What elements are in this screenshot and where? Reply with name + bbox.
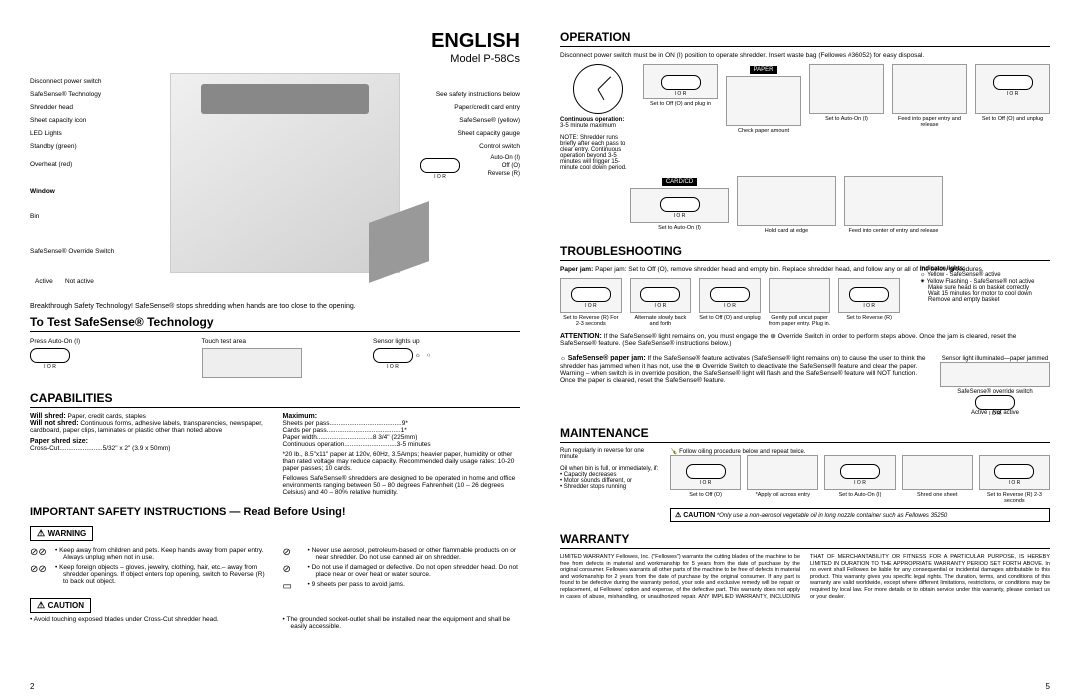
- op-s5: Set to Off (O) and unplug: [982, 116, 1043, 122]
- label-head: Shredder head: [30, 104, 73, 111]
- label-control: Control switch: [479, 143, 520, 150]
- page-number: 2: [30, 682, 34, 691]
- m-s5: Set to Reverse (R) 2-3 seconds: [987, 492, 1042, 504]
- cap-note: *20 lb., 8.5"x11" paper at 120v, 60Hz, 3…: [283, 451, 521, 472]
- label-autoon: Auto-On (I): [490, 155, 520, 161]
- hazard-icon: ⊘: [283, 564, 303, 578]
- test-title: To Test SafeSense® Technology: [30, 315, 520, 332]
- label-notactive: Not active: [65, 278, 94, 285]
- op-s4: Feed into paper entry and release: [898, 116, 961, 128]
- cont-time: 3-5 minute maximum: [560, 123, 616, 129]
- label-capicon: Sheet capacity icon: [30, 117, 86, 124]
- label-paper-entry: Paper/credit card entry: [454, 104, 520, 111]
- op-note: NOTE: Shredder runs briefly after each p…: [560, 135, 627, 171]
- capabilities-title: CAPABILITIES: [30, 391, 520, 408]
- caution-1: Avoid touching exposed blades under Cros…: [38, 616, 268, 623]
- label-cap-gauge: Sheet capacity gauge: [457, 130, 520, 137]
- caution-2: The grounded socket-outlet shall be inst…: [291, 616, 521, 630]
- warn-2: Keep foreign objects – gloves, jewelry, …: [63, 564, 268, 585]
- clock-icon: [573, 64, 623, 114]
- op-intro: Disconnect power switch must be in ON (I…: [560, 52, 1050, 59]
- label-standby: Standby (green): [30, 143, 77, 150]
- breakthrough-text: Breakthrough Safety Technology! SafeSens…: [30, 303, 520, 310]
- switch-icon: [420, 158, 460, 173]
- maint-l5: Shredder stops running: [568, 484, 660, 490]
- paper-tag: PAPER: [750, 66, 778, 74]
- hazard-icon: ⊘: [283, 547, 303, 561]
- label-reverse: Reverse (R): [488, 171, 520, 177]
- label-disconnect: Disconnect power switch: [30, 78, 102, 85]
- size-label: Paper shred size:: [30, 438, 88, 445]
- will-not-label: Will not shred:: [30, 420, 79, 427]
- m-s1: Set to Off (O): [689, 492, 722, 498]
- ssjam-label: SafeSense® paper jam:: [568, 355, 646, 362]
- warranty-text: LIMITED WARRANTY Fellowes, Inc. ("Fellow…: [560, 554, 1050, 600]
- att-text: If the SafeSense® light remains on, you …: [560, 333, 1016, 347]
- cap-env: Fellowes SafeSense® shredders are design…: [283, 475, 521, 496]
- will-shred: Paper, credit cards, staples: [68, 413, 146, 420]
- label-override: SafeSense® Override Switch: [30, 248, 114, 255]
- cross-cut: Cross-Cut: [30, 445, 59, 452]
- caution-label: CAUTION: [30, 598, 91, 613]
- warn-5: 9 sheets per pass to avoid jams.: [316, 581, 405, 592]
- maint-caution-text: *Only use a non-aerosol vegetable oil in…: [717, 513, 947, 519]
- ts-s3: Set to Off (O) and unplug: [699, 315, 760, 321]
- ts-s2: Alternate slowly back and forth: [635, 315, 687, 327]
- cross-val: 5/32" x 2" (3.9 x 50mm): [103, 445, 171, 452]
- warning-label: WARNING: [30, 526, 93, 541]
- language-heading: ENGLISH: [30, 30, 520, 53]
- ind5: Remove and empty basket: [928, 297, 1050, 303]
- warn-4: Do not use if damaged or defective. Do n…: [316, 564, 521, 578]
- att-label: ATTENTION:: [560, 333, 602, 340]
- test-step3: Sensor lights up: [373, 338, 420, 345]
- ts-s1: Set to Reverse (R) For 2-3 seconds: [563, 315, 618, 327]
- op-s3: Set to Auto-On (I): [825, 116, 868, 122]
- label-safety-inst: See safety instructions below: [436, 91, 520, 98]
- hazard-icon: ⊘⊘: [30, 564, 50, 585]
- op-s2: Check paper amount: [738, 128, 789, 134]
- label-led: LED Lights: [30, 130, 62, 137]
- label-window: Window: [30, 188, 55, 195]
- label-bin: Bin: [30, 213, 39, 220]
- op-s1: Set to Off (O) and plug in: [650, 101, 711, 107]
- warn-3: Never use aerosol, petroleum-based or ot…: [316, 547, 521, 561]
- m-s3: Set to Auto-On (I): [839, 492, 882, 498]
- maintenance-title: MAINTENANCE: [560, 426, 1050, 443]
- test-step2: Touch test area: [202, 338, 246, 345]
- label-safesense: SafeSense® Technology: [30, 91, 101, 98]
- product-diagram: Disconnect power switch SafeSense® Techn…: [30, 73, 520, 293]
- max-label: Maximum:: [283, 413, 318, 420]
- test-step1: Press Auto-On (I): [30, 338, 80, 345]
- warn-1: Keep away from children and pets. Keep h…: [63, 547, 268, 561]
- m-s4: Shred one sheet: [917, 492, 957, 498]
- troubleshooting-title: TROUBLESHOOTING: [560, 244, 1050, 261]
- card-tag: CARD/CD: [662, 178, 697, 186]
- warranty-title: WARRANTY: [560, 532, 1050, 549]
- m-s2: *Apply oil across entry: [756, 492, 810, 498]
- ts-s5: Set to Reverse (R): [846, 315, 892, 321]
- label-active: Active: [35, 278, 53, 285]
- maint-l1: Run regularly in reverse for one minute: [560, 448, 660, 460]
- label-overheat: Overheat (red): [30, 161, 72, 168]
- page-number: 5: [1046, 682, 1050, 691]
- safety-title: IMPORTANT SAFETY INSTRUCTIONS — Read Bef…: [30, 506, 520, 518]
- label-off: Off (O): [502, 163, 520, 169]
- op-c2: Hold card at edge: [765, 228, 808, 234]
- op-c3: Feed into center of entry and release: [849, 228, 939, 234]
- hazard-icon: ⊘⊘: [30, 547, 50, 561]
- maint-caution: CAUTION: [683, 512, 715, 519]
- sheet-icon: ▭: [283, 581, 303, 592]
- op-c1: Set to Auto-On (I): [658, 225, 701, 231]
- ts-s4: Gently pull uncut paper from paper entry…: [769, 315, 830, 327]
- operation-title: OPERATION: [560, 30, 1050, 47]
- will-shred-label: Will shred:: [30, 413, 66, 420]
- label-ss-yellow: SafeSense® (yellow): [459, 117, 520, 124]
- model-number: Model P-58Cs: [30, 53, 520, 65]
